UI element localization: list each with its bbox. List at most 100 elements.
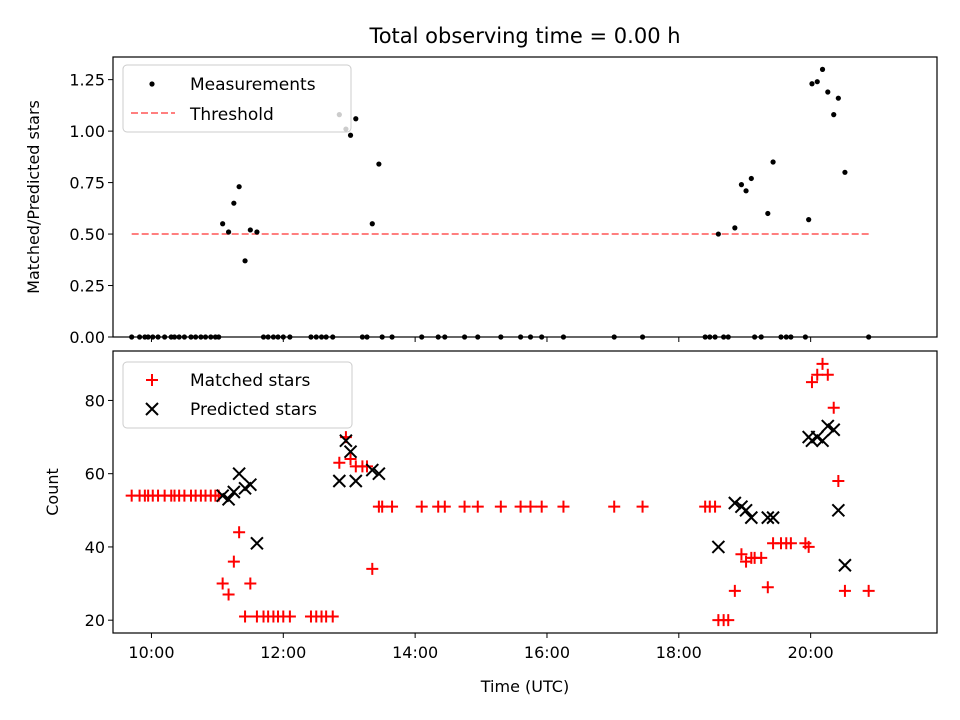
matched-star-point: [735, 548, 748, 561]
legend-matched-marker: [146, 374, 158, 386]
matched-star-point: [222, 588, 235, 601]
measurement-point: [236, 184, 242, 190]
count-axes: 10:00 12:00 14:00 16:00 18:00 20:00 20 40 60 80: [85, 391, 834, 662]
matched-star-point: [862, 584, 875, 597]
count-y-axis-label: Count: [43, 468, 62, 516]
matched-star-point: [244, 577, 257, 590]
legend-threshold-label: Threshold: [189, 105, 274, 125]
matched-star-point: [722, 614, 735, 627]
predicted-star-point: [766, 510, 780, 525]
predicted-star-point: [815, 434, 830, 448]
predicted-star-point: [744, 510, 759, 525]
matched-star-point: [386, 500, 399, 513]
y-tick-label: 0.75: [69, 174, 105, 193]
measurement-point: [220, 221, 226, 227]
predicted-star-point: [831, 503, 846, 518]
matched-star-point: [333, 456, 346, 469]
count-plot-area: [125, 357, 875, 627]
predicted-star-point: [827, 423, 841, 437]
matched-star-point: [784, 537, 797, 550]
count-panel-frame: [112, 350, 938, 634]
chart-title: Total observing time = 0.00 h: [368, 24, 680, 48]
predicted-star-point: [250, 536, 264, 550]
matched-star-point: [227, 555, 240, 568]
measurement-point: [732, 225, 738, 231]
predicted-star-point: [332, 474, 347, 488]
ratio-legend-box: [122, 64, 352, 133]
matched-star-point: [524, 500, 537, 513]
matched-star-point: [761, 581, 774, 594]
matched-star-point: [415, 500, 428, 513]
matched-star-point: [535, 500, 548, 513]
matched-star-point: [827, 401, 840, 414]
measurement-point: [242, 258, 248, 264]
measurement-point: [748, 175, 754, 182]
measurement-point: [819, 66, 826, 72]
y-tick-label: 20: [85, 611, 105, 630]
predicted-star-point: [343, 445, 358, 459]
count-legend-box: [122, 361, 353, 429]
count-panel: 10:00 12:00 14:00 16:00 18:00 20:00 20 40 60 80 C…: [43, 350, 938, 696]
y-tick-label: 0.25: [69, 277, 105, 296]
matched-star-point: [821, 368, 834, 381]
predicted-star-point: [728, 496, 742, 510]
matched-star-point: [802, 540, 815, 553]
matched-star-point: [239, 610, 252, 623]
matched-star-point: [811, 368, 824, 381]
y-tick-label: 0.00: [69, 328, 105, 347]
x-tick-label: 18:00: [656, 643, 702, 662]
measurement-point: [806, 217, 812, 223]
predicted-star-point: [349, 474, 363, 488]
matched-star-point: [608, 500, 621, 513]
measurement-point: [770, 159, 776, 165]
y-tick-label: 60: [85, 465, 105, 484]
matched-star-point: [805, 376, 818, 389]
matched-star-point: [494, 500, 507, 513]
predicted-star-point: [215, 488, 230, 503]
measurement-point: [247, 227, 253, 233]
predicted-star-point: [243, 477, 258, 492]
predicted-star-point: [365, 463, 379, 477]
matched-star-point: [636, 500, 649, 513]
matched-star-point: [216, 577, 229, 590]
matched-star-point: [471, 500, 484, 513]
legend-measurements-label: Measurements: [190, 75, 316, 95]
matched-star-point: [838, 584, 851, 597]
predicted-star-point: [821, 419, 835, 433]
matched-star-point: [344, 453, 357, 466]
measurement-point: [814, 79, 820, 85]
legend-predicted-label: Predicted stars: [190, 400, 317, 420]
legend-measurements-marker: [149, 81, 155, 87]
measurement-point: [743, 188, 749, 194]
x-axis-label: Time (UTC): [480, 677, 569, 696]
measurement-point: [225, 229, 232, 235]
matched-star-point: [233, 526, 246, 539]
predicted-star-point: [838, 558, 852, 572]
measurement-point: [231, 200, 237, 206]
matched-star-point: [361, 460, 374, 473]
matched-star-point: [709, 500, 722, 513]
predicted-star-point: [372, 466, 386, 481]
measurement-point: [353, 116, 359, 122]
x-tick-label: 16:00: [524, 643, 570, 662]
predicted-star-point: [232, 466, 246, 481]
ratio-axes: 0.00 0.25 0.50 0.75 1.00 1.25: [69, 71, 812, 347]
measurement-point: [369, 221, 375, 227]
matched-star-point: [438, 500, 451, 513]
y-tick-label: 1.00: [69, 122, 105, 141]
y-tick-label: 40: [85, 538, 105, 557]
matched-star-point: [326, 610, 339, 623]
matched-star-point: [458, 500, 471, 513]
y-tick-label: 0.50: [69, 225, 105, 244]
ratio-panel-frame: [112, 56, 938, 338]
matched-star-point: [283, 610, 296, 623]
predicted-star-point: [711, 540, 726, 554]
ratio-y-axis-label: Matched/Predicted stars: [24, 100, 43, 294]
measurement-point: [809, 81, 815, 87]
x-tick-label: 14:00: [392, 643, 438, 662]
matched-star-point: [755, 551, 768, 564]
predicted-star-point: [339, 434, 353, 448]
measurement-point: [835, 95, 841, 101]
measurement-point: [738, 182, 745, 188]
measurement-point: [825, 89, 831, 95]
